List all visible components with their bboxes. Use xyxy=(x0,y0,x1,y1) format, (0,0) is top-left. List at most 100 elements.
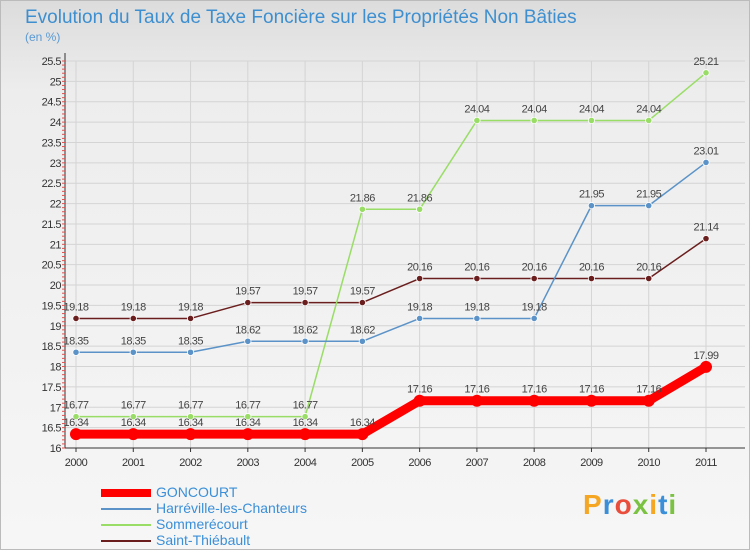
data-label-goncourt: 17.16 xyxy=(522,384,547,396)
data-label-sommerecourt: 21.86 xyxy=(350,192,375,204)
y-tick-label: 23 xyxy=(50,158,62,170)
y-tick-label: 21 xyxy=(50,239,62,251)
data-label-sommerecourt: 16.77 xyxy=(121,400,146,412)
y-tick-label: 23.5 xyxy=(42,137,62,149)
logo-letter: x xyxy=(632,489,650,520)
logo-letter: o xyxy=(614,489,633,520)
data-point-saint-thiebault xyxy=(72,314,80,323)
data-label-goncourt: 16.34 xyxy=(350,417,375,429)
series-line-goncourt xyxy=(76,363,709,439)
legend: GONCOURT Harréville-les-Chanteurs Sommeréc… xyxy=(101,484,361,549)
data-label-saint-thiebault: 20.16 xyxy=(522,262,547,274)
y-tick-label: 19.5 xyxy=(42,300,62,312)
data-label-goncourt: 16.34 xyxy=(63,417,88,429)
data-point-sommerecourt xyxy=(301,413,309,421)
data-point-goncourt xyxy=(528,394,541,407)
x-tick-label: 2001 xyxy=(122,457,145,469)
data-point-sommerecourt xyxy=(186,413,195,421)
data-label-harreville-les-chanteurs: 18.35 xyxy=(63,335,88,347)
data-label-sommerecourt: 25.21 xyxy=(693,56,718,68)
data-point-sommerecourt xyxy=(530,116,538,125)
data-point-saint-thiebault xyxy=(358,298,366,307)
data-point-sommerecourt xyxy=(702,69,710,77)
legend-swatch xyxy=(101,540,151,542)
data-point-goncourt xyxy=(184,428,197,441)
data-label-harreville-les-chanteurs: 18.62 xyxy=(235,324,260,336)
data-label-harreville-les-chanteurs: 21.95 xyxy=(579,189,604,201)
y-tick-label: 16.5 xyxy=(42,423,62,435)
data-label-harreville-les-chanteurs: 18.62 xyxy=(293,324,318,336)
legend-swatch xyxy=(101,489,151,497)
data-point-goncourt xyxy=(585,394,598,407)
unit-label: (en %) xyxy=(25,30,61,44)
data-label-saint-thiebault: 19.57 xyxy=(293,286,318,298)
data-point-harreville-les-chanteurs xyxy=(358,337,366,345)
data-label-saint-thiebault: 19.57 xyxy=(235,286,260,298)
data-label-sommerecourt: 24.04 xyxy=(636,103,661,115)
x-tick-label: 2002 xyxy=(179,457,202,469)
data-point-harreville-les-chanteurs xyxy=(416,314,424,323)
data-label-sommerecourt: 24.04 xyxy=(464,103,489,115)
data-label-sommerecourt: 24.04 xyxy=(579,103,604,115)
x-tick-label: 2006 xyxy=(408,457,431,469)
data-label-saint-thiebault: 19.18 xyxy=(178,301,203,313)
data-point-sommerecourt xyxy=(244,413,252,421)
data-point-sommerecourt xyxy=(358,205,366,213)
data-label-sommerecourt: 16.77 xyxy=(293,400,318,412)
x-tick-label: 2009 xyxy=(580,457,603,469)
data-label-goncourt: 17.16 xyxy=(407,384,432,396)
data-point-goncourt xyxy=(642,394,655,407)
y-tick-label: 17.5 xyxy=(42,382,62,394)
data-point-goncourt xyxy=(70,428,82,441)
y-tick-label: 18 xyxy=(50,362,62,374)
data-point-saint-thiebault xyxy=(186,314,195,323)
data-point-goncourt xyxy=(413,394,426,407)
legend-item: Sommerécourt xyxy=(101,516,361,533)
x-tick-label: 2004 xyxy=(294,457,317,469)
logo-letter: P xyxy=(583,489,603,520)
chart-title: Evolution du Taux de Taxe Foncière sur l… xyxy=(25,7,577,28)
legend-swatch xyxy=(101,524,151,526)
data-label-saint-thiebault: 20.16 xyxy=(407,262,432,274)
legend-label: Harréville-les-Chanteurs xyxy=(156,500,307,516)
legend-item: Harréville-les-Chanteurs xyxy=(101,500,361,517)
data-point-harreville-les-chanteurs xyxy=(473,314,481,323)
data-label-goncourt: 16.34 xyxy=(178,417,203,429)
y-tick-label: 19 xyxy=(50,321,62,333)
data-label-goncourt: 17.16 xyxy=(579,384,604,396)
data-point-goncourt xyxy=(470,394,483,407)
logo-letter: i xyxy=(668,489,678,520)
y-tick-label: 22 xyxy=(50,199,62,211)
data-label-harreville-les-chanteurs: 19.18 xyxy=(407,301,432,313)
data-point-sommerecourt xyxy=(473,116,481,125)
data-point-saint-thiebault xyxy=(416,274,424,283)
data-label-goncourt: 16.34 xyxy=(121,417,146,429)
data-point-saint-thiebault xyxy=(301,298,309,307)
series-line-harreville-les-chanteurs xyxy=(76,161,707,354)
data-point-harreville-les-chanteurs xyxy=(244,337,252,345)
data-label-goncourt: 16.34 xyxy=(293,417,318,429)
data-point-saint-thiebault xyxy=(645,274,653,283)
data-label-saint-thiebault: 20.16 xyxy=(464,262,489,274)
y-tick-label: 24.5 xyxy=(42,97,62,109)
data-label-goncourt: 17.16 xyxy=(636,384,661,396)
x-tick-label: 2007 xyxy=(466,457,489,469)
x-tick-label: 2000 xyxy=(65,457,88,469)
data-point-sommerecourt xyxy=(129,413,137,421)
y-tick-label: 20.5 xyxy=(42,260,62,272)
data-label-sommerecourt: 24.04 xyxy=(522,103,547,115)
legend-label: Sommerécourt xyxy=(156,516,248,532)
y-tick-label: 20 xyxy=(50,280,62,292)
logo-letter: t xyxy=(658,489,669,520)
data-label-goncourt: 17.16 xyxy=(464,384,489,396)
data-label-harreville-les-chanteurs: 21.95 xyxy=(636,189,661,201)
data-point-saint-thiebault xyxy=(702,235,710,243)
legend-swatch xyxy=(101,508,151,510)
data-label-harreville-les-chanteurs: 19.18 xyxy=(522,301,547,313)
data-label-saint-thiebault: 20.16 xyxy=(579,262,604,274)
data-label-harreville-les-chanteurs: 23.01 xyxy=(693,145,718,157)
y-tick-label: 22.5 xyxy=(42,178,62,190)
data-point-saint-thiebault xyxy=(129,314,137,323)
